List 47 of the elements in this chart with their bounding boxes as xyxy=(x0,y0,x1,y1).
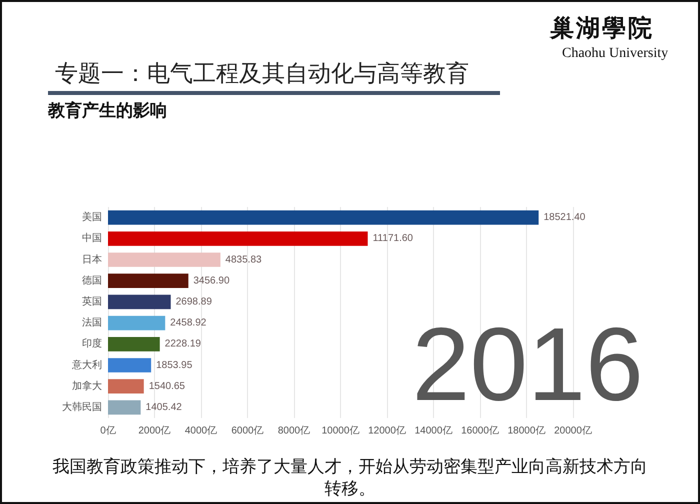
bar xyxy=(108,274,188,288)
data-label: 1405.42 xyxy=(146,402,182,413)
bar xyxy=(108,400,141,415)
y-tick-label: 英国 xyxy=(82,295,102,308)
data-label: 2698.89 xyxy=(176,296,212,308)
x-tick-label: 12000亿 xyxy=(368,426,406,436)
data-label: 2458.92 xyxy=(170,318,207,329)
bar xyxy=(108,294,171,310)
text: 我国教育政策推动下，培养了大量人才，开始从劳动密集型产业向高新技术方向转移。 xyxy=(52,456,648,500)
data-label: 2228.19 xyxy=(164,338,202,350)
text: 巢湖學院 xyxy=(550,13,654,42)
bar xyxy=(108,210,539,225)
text: Chaohu University xyxy=(562,45,668,62)
y-tick-label: 日本 xyxy=(82,253,102,266)
bar xyxy=(108,252,220,267)
bar xyxy=(108,379,144,394)
data-label: 11171.60 xyxy=(372,233,414,244)
x-tick-label: 4000亿 xyxy=(184,426,218,436)
bar xyxy=(108,316,166,330)
x-tick-label: 16000亿 xyxy=(461,426,499,436)
data-label: 18521.40 xyxy=(544,212,586,224)
data-label: 1853.95 xyxy=(156,360,193,371)
data-label: 4835.83 xyxy=(225,254,262,266)
y-tick-label: 美国 xyxy=(82,211,102,224)
x-tick-label: 20000亿 xyxy=(554,426,592,436)
data-label: 1540.65 xyxy=(148,380,186,392)
annotation: 2016 xyxy=(412,307,644,423)
bar xyxy=(108,358,152,372)
x-tick-label: 0亿 xyxy=(100,426,116,436)
chart-title: 专题一：电气工程及其自动化与高等教育 xyxy=(55,60,469,89)
bar xyxy=(108,231,368,246)
chart-subtitle: 教育产生的影响 xyxy=(48,100,167,122)
y-tick-label: 德国 xyxy=(82,275,102,286)
y-tick-label: 大韩民国 xyxy=(62,400,102,413)
bar xyxy=(108,336,160,352)
x-tick-label: 2000亿 xyxy=(138,426,171,436)
x-tick-label: 18000亿 xyxy=(508,426,546,436)
y-tick-label: 加拿大 xyxy=(72,380,102,392)
x-tick-label: 14000亿 xyxy=(414,426,452,436)
x-tick-label: 10000亿 xyxy=(322,426,360,436)
x-tick-label: 6000亿 xyxy=(231,426,264,436)
y-tick-label: 法国 xyxy=(82,316,102,329)
data-label: 3456.90 xyxy=(193,275,230,286)
y-tick-label: 印度 xyxy=(82,338,102,350)
y-tick-label: 中国 xyxy=(82,232,102,244)
x-tick-label: 8000亿 xyxy=(278,426,310,436)
y-tick-label: 意大利 xyxy=(71,358,102,371)
